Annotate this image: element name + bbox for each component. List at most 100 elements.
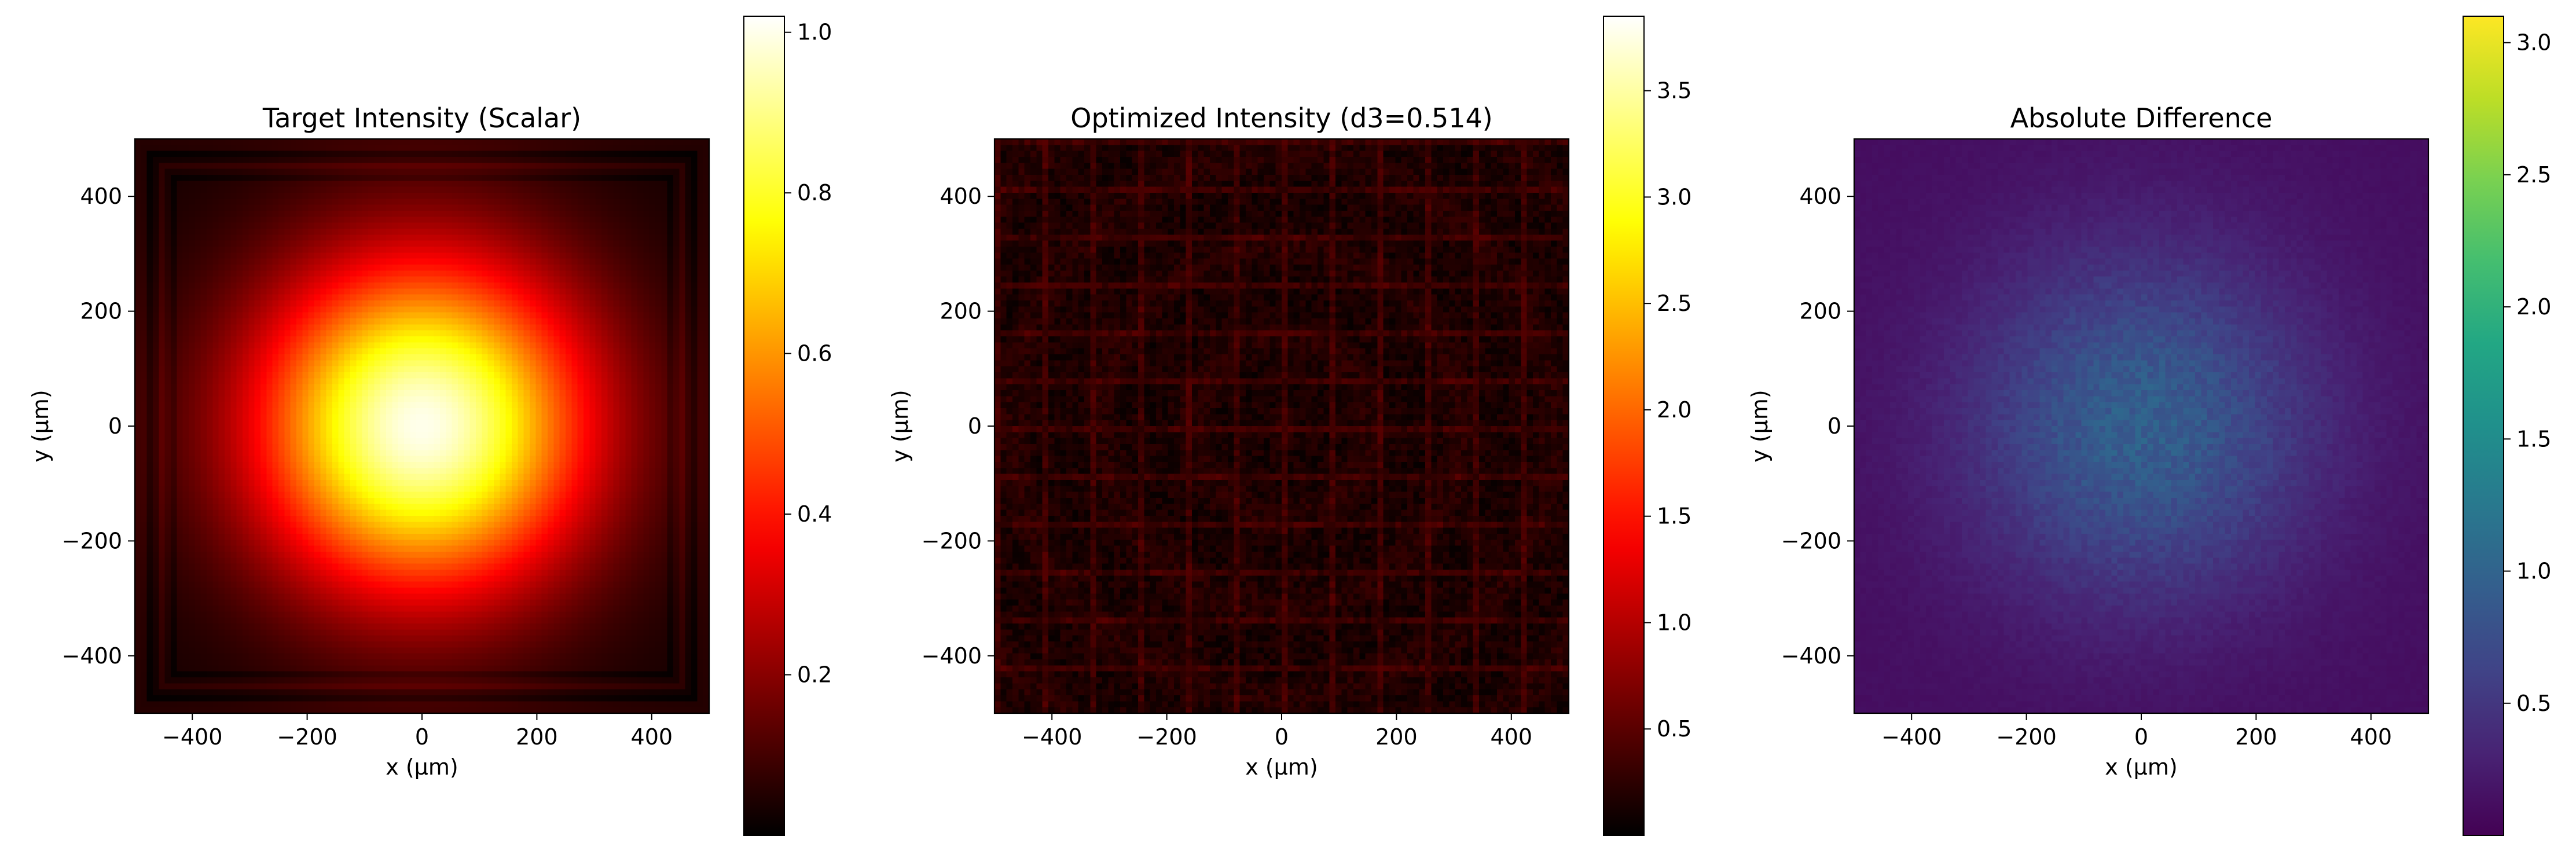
heatmap-cell [195,259,201,265]
heatmap-cell [464,181,470,187]
heatmap-cell [614,295,620,301]
heatmap-cell [607,252,614,259]
heatmap-cell [428,331,434,337]
heatmap-cell [488,247,494,253]
heatmap-cell [380,438,387,445]
heatmap-cell [679,277,685,283]
heatmap-cell [589,193,596,199]
heatmap-cell [404,169,410,175]
heatmap-cell [284,241,291,247]
heatmap-cell [309,163,315,169]
heatmap-cell [386,163,392,169]
heatmap-cell [697,396,703,402]
heatmap-cell [530,378,536,384]
heatmap-cell [344,223,351,229]
heatmap-cell [506,336,512,343]
heatmap-cell [237,157,243,163]
heatmap-cell [362,349,369,355]
heatmap-cell [177,259,183,265]
heatmap-cell [655,324,662,331]
heatmap-cell [649,295,656,301]
heatmap-cell [344,181,351,187]
heatmap-cell [584,420,590,427]
heatmap-cell [135,324,141,331]
heatmap-cell [691,295,698,301]
heatmap-cell [344,211,351,217]
heatmap-cell [578,187,584,193]
heatmap-cell [338,187,344,193]
heatmap-cell [524,384,530,391]
heatmap-cell [344,414,351,420]
heatmap-cell [500,354,506,361]
heatmap-cell [147,342,153,349]
heatmap-cell [362,313,369,319]
heatmap-cell [530,229,536,235]
heatmap-cell [643,366,649,373]
heatmap-cell [260,420,267,427]
heatmap-cell [350,181,357,187]
heatmap-cell [296,229,303,235]
heatmap-cell [380,145,387,151]
heatmap-cell [356,331,362,337]
heatmap-cell [392,349,398,355]
heatmap-cell [153,217,159,223]
heatmap-cell [392,223,398,229]
heatmap-cell [135,151,141,157]
heatmap-cell [344,402,351,409]
heatmap-cell [506,390,512,397]
heatmap-cell [649,360,656,366]
heatmap-cell [243,378,249,384]
heatmap-cell [255,360,261,366]
heatmap-cell [578,145,584,151]
heatmap-cell [302,426,309,432]
heatmap-cell [679,414,685,420]
heatmap-cell [284,438,291,445]
heatmap-cell [518,324,524,331]
heatmap-cell [201,163,207,169]
heatmap-cell [219,414,225,420]
heatmap-cell [255,145,261,151]
heatmap-cell [697,229,703,235]
heatmap-cell [362,378,369,384]
heatmap-cell [673,306,680,313]
heatmap-cell [476,187,482,193]
heatmap-cell [607,295,614,301]
heatmap-cell [422,157,428,163]
heatmap-cell [368,151,375,157]
heatmap-cell [392,163,398,169]
heatmap-cell [404,366,410,373]
heatmap-cell [237,229,243,235]
heatmap-cell [237,139,243,145]
heatmap-cell [386,259,392,265]
heatmap-cell [410,313,416,319]
heatmap-cell [410,336,416,343]
heatmap-cell [661,234,667,241]
heatmap-cell [195,354,201,361]
heatmap-cell [302,444,309,450]
heatmap-cell [291,288,297,295]
heatmap-cell [494,372,500,379]
heatmap-cell [374,252,380,259]
heatmap-cell [350,402,357,409]
heatmap-cell [153,324,159,331]
heatmap-cell [243,288,249,295]
heatmap-cell [542,313,548,319]
heatmap-cell [470,205,476,211]
heatmap-cell [524,331,530,337]
heatmap-cell [273,157,279,163]
heatmap-cell [571,247,578,253]
heatmap-cell [584,277,590,283]
heatmap-cell [560,265,566,271]
heatmap-cell [404,396,410,402]
heatmap-cell [248,295,255,301]
heatmap-cell [344,360,351,366]
heatmap-cell [320,288,326,295]
heatmap-cell [380,277,387,283]
heatmap-cell [207,163,213,169]
heatmap-cell [500,223,506,229]
heatmap-cell [518,306,524,313]
heatmap-cell [338,444,344,450]
heatmap-cell [434,157,441,163]
heatmap-cell [195,331,201,337]
heatmap-cell [219,396,225,402]
